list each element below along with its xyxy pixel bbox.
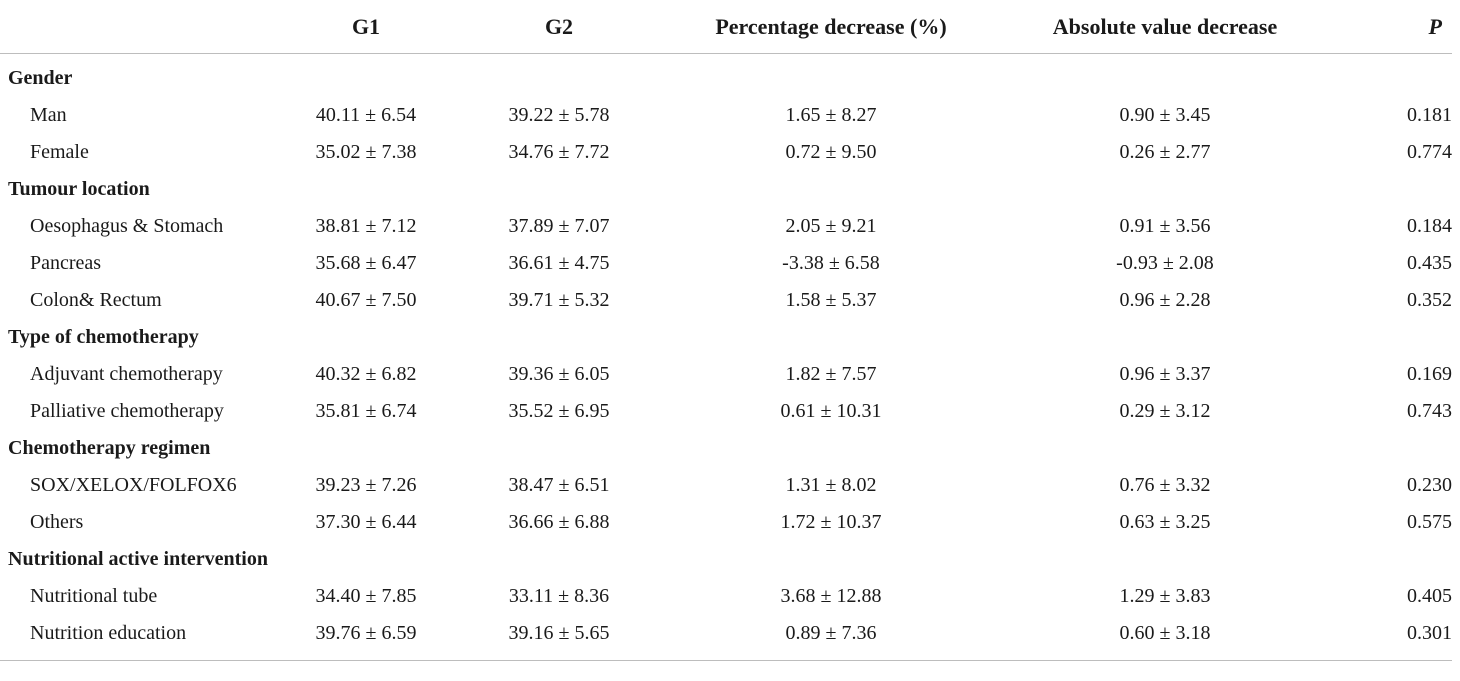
- header-cell-g2: G2: [464, 0, 654, 54]
- group-title: Gender: [8, 67, 73, 89]
- row-label: SOX/XELOX/FOLFOX6: [30, 474, 237, 496]
- g2-value: 33.11 ± 8.36: [508, 585, 610, 607]
- header-cell-label: [0, 0, 268, 54]
- g2-value: 38.47 ± 6.51: [508, 474, 610, 496]
- g1-value: 39.76 ± 6.59: [268, 615, 464, 661]
- g2-value: 36.61 ± 4.75: [508, 252, 610, 274]
- p-value: 0.181: [1407, 104, 1452, 126]
- percentage-decrease-value: 1.65 ± 8.27: [785, 104, 877, 126]
- absolute-decrease-value: 0.60 ± 3.18: [1008, 615, 1322, 661]
- table-row: Pancreas 35.68 ± 6.47 36.61 ± 4.75 -3.38 ± …: [0, 245, 1452, 282]
- group-title: Nutritional active intervention: [8, 548, 268, 570]
- row-label: Pancreas: [30, 252, 102, 274]
- g2-value: 39.16 ± 5.65: [464, 615, 654, 661]
- percentage-decrease-value: -3.38 ± 6.58: [782, 252, 880, 274]
- p-value: 0.352: [1407, 289, 1452, 311]
- absolute-decrease-value: 1.29 ± 3.83: [1119, 585, 1211, 607]
- group-title: Tumour location: [8, 178, 150, 200]
- row-label: Female: [30, 141, 89, 163]
- table-row: SOX/XELOX/FOLFOX6 39.23 ± 7.26 38.47 ± 6.5…: [0, 467, 1452, 504]
- g2-value: 39.36 ± 6.05: [508, 363, 610, 385]
- p-value: 0.169: [1407, 363, 1452, 385]
- table-row: Oesophagus & Stomach 38.81 ± 7.12 37.89 ± …: [0, 208, 1452, 245]
- row-label: Oesophagus & Stomach: [30, 215, 224, 237]
- percentage-decrease-value: 1.72 ± 10.37: [780, 511, 882, 533]
- g2-value: 35.52 ± 6.95: [508, 400, 610, 422]
- table-row: Nutritional tube 34.40 ± 7.85 33.11 ± 8.36…: [0, 578, 1452, 615]
- table-row: Female 35.02 ± 7.38 34.76 ± 7.72 0.72 ± 9.5…: [0, 134, 1452, 171]
- p-value: 0.405: [1407, 585, 1452, 607]
- absolute-decrease-value: 0.91 ± 3.56: [1119, 215, 1211, 237]
- g1-value: 39.23 ± 7.26: [315, 474, 417, 496]
- group-header-row: Type of chemotherapy: [0, 319, 1452, 356]
- row-label: Nutritional tube: [30, 585, 158, 607]
- group-header-row: Gender: [0, 54, 1452, 98]
- g2-value: 39.71 ± 5.32: [508, 289, 610, 311]
- percentage-decrease-value: 1.58 ± 5.37: [785, 289, 877, 311]
- table-row: Nutrition education 39.76 ± 6.59 39.16 ± 5…: [0, 615, 1452, 661]
- g1-value: 35.02 ± 7.38: [315, 141, 417, 163]
- table-row: Man 40.11 ± 6.54 39.22 ± 5.78 1.65 ± 8.27 0.…: [0, 97, 1452, 134]
- p-value: 0.184: [1407, 215, 1452, 237]
- percentage-decrease-value: 1.82 ± 7.57: [785, 363, 877, 385]
- p-value: 0.774: [1407, 141, 1452, 163]
- results-table: G1 G2 Percentage decrease (%) Absolute v…: [0, 0, 1452, 661]
- g1-value: 38.81 ± 7.12: [315, 215, 417, 237]
- absolute-decrease-value: 0.96 ± 2.28: [1119, 289, 1211, 311]
- g1-value: 40.32 ± 6.82: [315, 363, 417, 385]
- p-value: 0.435: [1407, 252, 1452, 274]
- header-cell-p: P: [1322, 0, 1452, 54]
- row-label: Nutrition education: [0, 615, 268, 661]
- group-header-row: Nutritional active intervention: [0, 541, 1452, 578]
- p-value: 0.230: [1407, 474, 1452, 496]
- header-cell-percentage-decrease: Percentage decrease (%): [654, 0, 1008, 54]
- row-label: Colon& Rectum: [30, 289, 162, 311]
- g1-value: 34.40 ± 7.85: [315, 585, 417, 607]
- table-row: Colon& Rectum 40.67 ± 7.50 39.71 ± 5.32 1.5…: [0, 282, 1452, 319]
- header-row: G1 G2 Percentage decrease (%) Absolute v…: [0, 0, 1452, 54]
- row-label: Palliative chemotherapy: [30, 400, 224, 422]
- table-body: Gender Man 40.11 ± 6.54 39.22 ± 5.78 1.65 ± …: [0, 54, 1452, 661]
- table-row: Adjuvant chemotherapy 40.32 ± 6.82 39.36 ±…: [0, 356, 1452, 393]
- absolute-decrease-value: 0.96 ± 3.37: [1119, 363, 1211, 385]
- header-cell-absolute-decrease: Absolute value decrease: [1008, 0, 1322, 54]
- percentage-decrease-value: 2.05 ± 9.21: [785, 215, 877, 237]
- g1-value: 37.30 ± 6.44: [315, 511, 417, 533]
- group-header-row: Chemotherapy regimen: [0, 430, 1452, 467]
- p-value: 0.743: [1407, 400, 1452, 422]
- table-row: Others 37.30 ± 6.44 36.66 ± 6.88 1.72 ± 10.…: [0, 504, 1452, 541]
- row-label: Adjuvant chemotherapy: [30, 363, 223, 385]
- absolute-decrease-value: 0.90 ± 3.45: [1119, 104, 1211, 126]
- g2-value: 39.22 ± 5.78: [508, 104, 610, 126]
- p-value: 0.301: [1322, 615, 1452, 661]
- percentage-decrease-value: 1.31 ± 8.02: [785, 474, 877, 496]
- percentage-decrease-value: 3.68 ± 12.88: [780, 585, 882, 607]
- percentage-decrease-value: 0.89 ± 7.36: [654, 615, 1008, 661]
- g1-value: 35.81 ± 6.74: [315, 400, 417, 422]
- group-header-row: Tumour location: [0, 171, 1452, 208]
- g2-value: 37.89 ± 7.07: [508, 215, 610, 237]
- table-header: G1 G2 Percentage decrease (%) Absolute v…: [0, 0, 1452, 54]
- table-row: Palliative chemotherapy 35.81 ± 6.74 35.52…: [0, 393, 1452, 430]
- absolute-decrease-value: -0.93 ± 2.08: [1116, 252, 1214, 274]
- absolute-decrease-value: 0.76 ± 3.32: [1119, 474, 1211, 496]
- group-title: Type of chemotherapy: [8, 326, 199, 348]
- absolute-decrease-value: 0.29 ± 3.12: [1119, 400, 1211, 422]
- percentage-decrease-value: 0.72 ± 9.50: [785, 141, 877, 163]
- g2-value: 34.76 ± 7.72: [508, 141, 610, 163]
- absolute-decrease-value: 0.26 ± 2.77: [1119, 141, 1211, 163]
- p-value: 0.575: [1407, 511, 1452, 533]
- percentage-decrease-value: 0.61 ± 10.31: [780, 400, 882, 422]
- row-label: Others: [30, 511, 84, 533]
- absolute-decrease-value: 0.63 ± 3.25: [1119, 511, 1211, 533]
- row-label: Man: [30, 104, 67, 126]
- header-cell-g1: G1: [268, 0, 464, 54]
- g1-value: 40.11 ± 6.54: [315, 104, 417, 126]
- g1-value: 35.68 ± 6.47: [315, 252, 417, 274]
- g1-value: 40.67 ± 7.50: [315, 289, 417, 311]
- g2-value: 36.66 ± 6.88: [508, 511, 610, 533]
- group-title: Chemotherapy regimen: [8, 437, 211, 459]
